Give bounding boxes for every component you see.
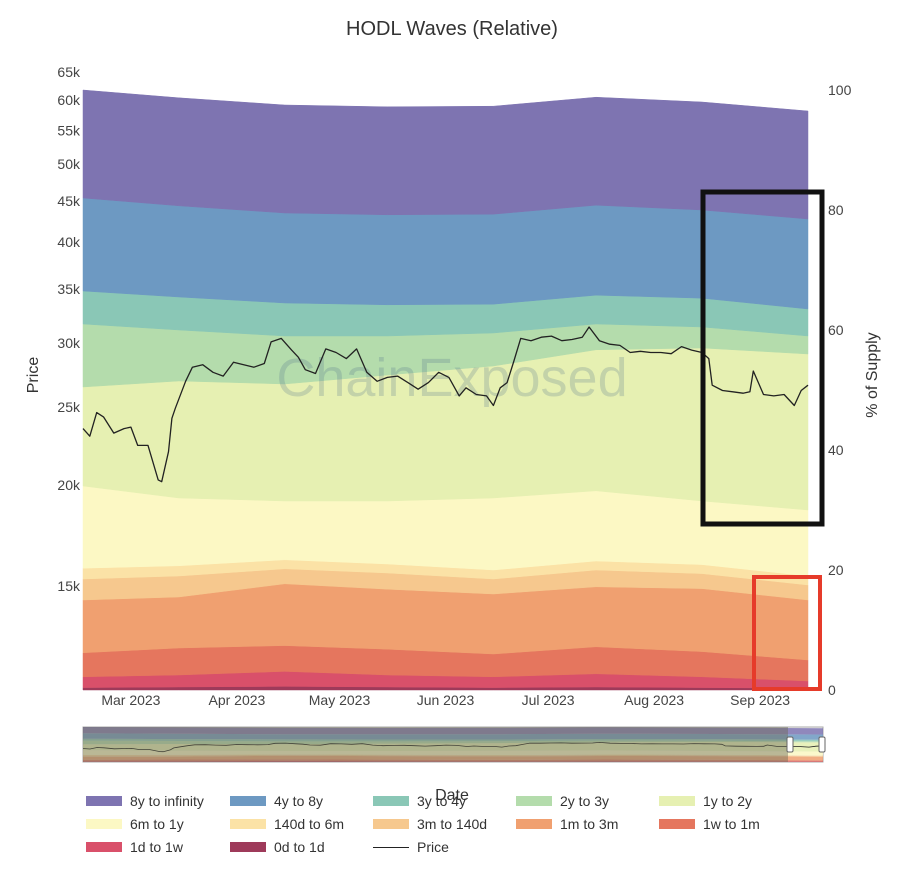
range-slider[interactable] xyxy=(82,726,826,763)
x-tick-label: May 2023 xyxy=(309,692,371,708)
annotations xyxy=(700,189,825,691)
y-left-tick-label: 55k xyxy=(57,123,81,139)
y-right-tick-label: 60 xyxy=(828,322,844,338)
legend-item-6m-to-1y[interactable]: 6m to 1y xyxy=(86,816,184,832)
range-slider-mask xyxy=(83,727,788,762)
legend-swatch xyxy=(86,819,122,829)
x-tick-label: Aug 2023 xyxy=(624,692,684,708)
slider-area-1w-to-1m xyxy=(83,759,823,762)
slider-area-2y-to-3y xyxy=(83,740,823,745)
legend-label: 1y to 2y xyxy=(703,793,753,809)
y-left-tick-label: 15k xyxy=(57,578,81,594)
area-8y-to-infinity xyxy=(82,89,809,220)
legend-label: 2y to 3y xyxy=(560,793,610,809)
legend-item-2y-to-3y[interactable]: 2y to 3y xyxy=(516,793,609,809)
legend-label: 140d to 6m xyxy=(274,816,345,832)
legend-item-1d-to-1w[interactable]: 1d to 1w xyxy=(86,839,183,855)
legend-swatch xyxy=(659,796,695,806)
legend-label: 4y to 8y xyxy=(274,793,324,809)
black-highlight-box xyxy=(700,189,825,527)
legend-swatch xyxy=(230,796,266,806)
x-tick-label: Sep 2023 xyxy=(730,692,790,708)
legend-swatch xyxy=(86,796,122,806)
y-left-tick-label: 50k xyxy=(57,156,81,172)
legend-item-1w-to-1m[interactable]: 1w to 1m xyxy=(659,816,760,832)
y-right-axis-label: % of Supply xyxy=(864,332,881,417)
legend-label: 1w to 1m xyxy=(703,816,760,832)
x-axis-label: Date xyxy=(435,787,469,804)
slider-area-3y-to-4y xyxy=(83,738,823,742)
legend-item-8y-to-infinity[interactable]: 8y to infinity xyxy=(86,793,204,809)
legend-label: 3m to 140d xyxy=(417,816,488,832)
y-right-tick-label: 40 xyxy=(828,442,844,458)
y-left-axis-label: Price xyxy=(25,357,42,394)
legend-item-price[interactable]: Price xyxy=(373,839,449,855)
range-slider-left-handle[interactable] xyxy=(786,736,794,753)
y-left-tick-label: 45k xyxy=(57,193,81,209)
x-tick-label: Jun 2023 xyxy=(417,692,475,708)
x-tick-label: Jul 2023 xyxy=(522,692,575,708)
red-highlight-box xyxy=(752,575,822,691)
y-left-tick-label: 30k xyxy=(57,335,81,351)
slider-area-1d-to-1w xyxy=(83,760,823,762)
legend-swatch xyxy=(516,819,552,829)
y-left-tick-label: 65k xyxy=(57,64,81,80)
y-left-tick-label: 20k xyxy=(57,477,81,493)
y-left-tick-label: 60k xyxy=(57,92,81,108)
axes: 15k 20k 25k 30k 35k 40k 45k 50k 55k 60k 65k 0 20 40 60… xyxy=(57,64,851,708)
legend-swatch xyxy=(230,819,266,829)
legend-label: Price xyxy=(417,839,449,855)
legend-label: 8y to infinity xyxy=(130,793,204,809)
legend-item-1m-to-3m[interactable]: 1m to 3m xyxy=(516,816,618,832)
slider-area-140d-to-6m xyxy=(83,754,823,756)
legend-label: 0d to 1d xyxy=(274,839,325,855)
range-slider-right-handle[interactable] xyxy=(818,736,826,753)
y-left-tick-label: 25k xyxy=(57,399,81,415)
legend-label: 3y to 4y xyxy=(417,793,467,809)
y-right-tick-label: 100 xyxy=(828,82,852,98)
legend-swatch xyxy=(230,842,266,852)
x-tick-label: Apr 2023 xyxy=(208,692,265,708)
slider-area-3m-to-140d xyxy=(83,754,823,757)
slider-area-8y-to-infinity xyxy=(83,727,823,735)
legend-item-4y-to-8y[interactable]: 4y to 8y xyxy=(230,793,323,809)
chart-title: HODL Waves (Relative) xyxy=(346,18,558,40)
legend-item-1y-to-2y[interactable]: 1y to 2y xyxy=(659,793,752,809)
legend-item-0d-to-1d[interactable]: 0d to 1d xyxy=(230,839,325,855)
legend-item-140d-to-6m[interactable]: 140d to 6m xyxy=(230,816,344,832)
legend-item-3y-to-4y[interactable]: 3y to 4y xyxy=(373,793,466,809)
slider-area-6m-to-1y xyxy=(83,750,823,756)
legend-swatch xyxy=(373,819,409,829)
legend-swatch xyxy=(373,846,409,848)
stacked-areas xyxy=(82,89,809,691)
legend-label: 1m to 3m xyxy=(560,816,619,832)
slider-price-line xyxy=(82,741,824,753)
x-tick-label: Mar 2023 xyxy=(101,692,160,708)
y-right-tick-label: 0 xyxy=(828,682,836,698)
legend-swatch xyxy=(659,819,695,829)
legend-label: 1d to 1w xyxy=(130,839,183,855)
y-right-tick-label: 80 xyxy=(828,202,844,218)
y-left-tick-label: 35k xyxy=(57,281,81,297)
price-line xyxy=(82,326,809,483)
legend-label: 6m to 1y xyxy=(130,816,184,832)
legend-swatch xyxy=(373,796,409,806)
slider-area-1m-to-3m xyxy=(83,755,823,761)
legend-swatch xyxy=(516,796,552,806)
slider-area-4y-to-8y xyxy=(83,733,823,740)
y-right-tick-label: 20 xyxy=(828,562,844,578)
watermark: ChainExposed xyxy=(276,348,627,408)
legend-item-3m-to-140d[interactable]: 3m to 140d xyxy=(373,816,487,832)
price-layer xyxy=(82,326,809,483)
legend-swatch xyxy=(86,842,122,852)
y-left-tick-label: 40k xyxy=(57,234,81,250)
